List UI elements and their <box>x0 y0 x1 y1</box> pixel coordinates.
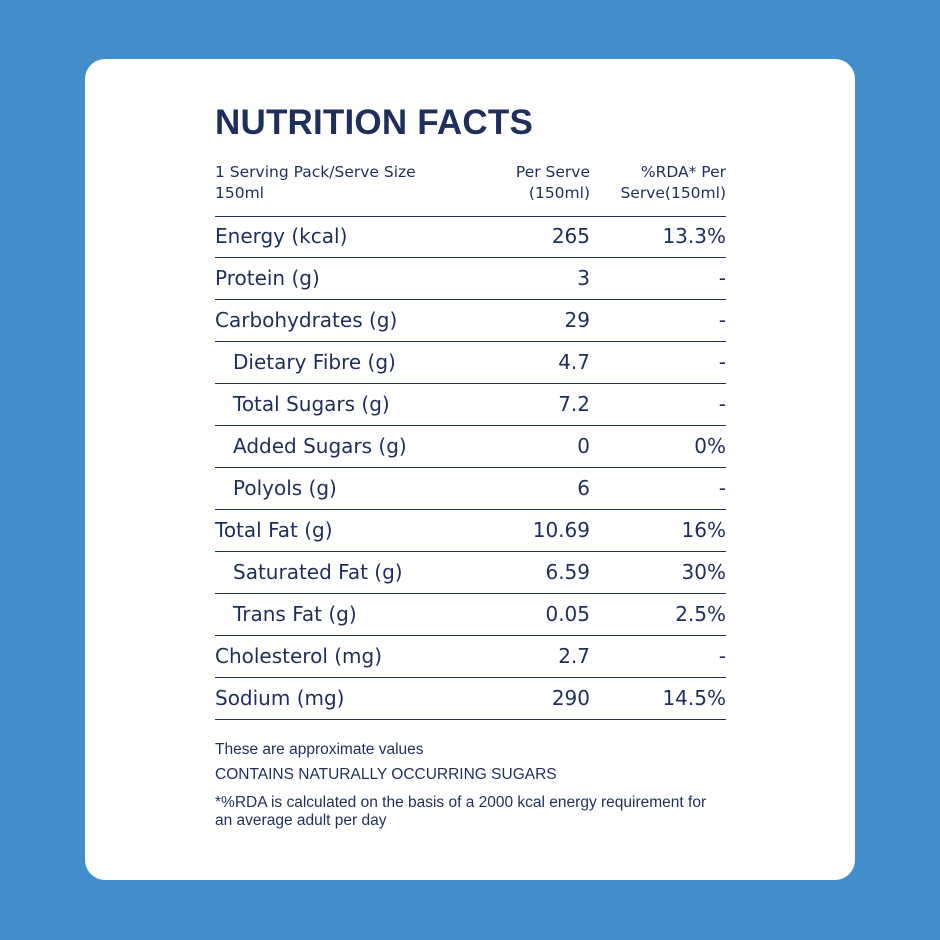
nutrient-label: Cholesterol (mg) <box>215 644 383 668</box>
per-serve-value: 0 <box>577 434 590 458</box>
rda-value: - <box>718 392 726 416</box>
table-row: Carbohydrates (g) 29 - <box>215 300 726 342</box>
table-row: Polyols (g) 6 - <box>215 468 726 510</box>
per-serve-value: 7.2 <box>558 392 590 416</box>
rda-value: 30% <box>681 560 726 584</box>
rda-value: - <box>718 308 726 332</box>
per-serve-value: 290 <box>551 686 590 710</box>
rda-value: 16% <box>681 518 726 542</box>
nutrient-label: Total Fat (g) <box>215 518 333 542</box>
rda-value: - <box>718 476 726 500</box>
per-serve-value: 2.7 <box>558 644 590 668</box>
table-row: Trans Fat (g) 0.05 2.5% <box>215 594 726 636</box>
per-serve-value: 10.69 <box>532 518 590 542</box>
table-row: Total Sugars (g) 7.2 - <box>215 384 726 426</box>
table-row: Added Sugars (g) 0 0% <box>215 426 726 468</box>
nutrient-label: Sodium (mg) <box>215 686 345 710</box>
table-row: Protein (g) 3 - <box>215 258 726 300</box>
table-row: Total Fat (g) 10.69 16% <box>215 510 726 552</box>
per-serve-value: 265 <box>551 224 590 248</box>
nutrient-label: Saturated Fat (g) <box>233 560 403 584</box>
natural-sugars-note: CONTAINS NATURALLY OCCURRING SUGARS <box>215 766 557 783</box>
per-serve-value: 3 <box>577 266 590 290</box>
table-row: Dietary Fibre (g) 4.7 - <box>215 342 726 384</box>
rda-header: %RDA* Per Serve(150ml) <box>620 163 726 202</box>
nutrient-label: Protein (g) <box>215 266 320 290</box>
rda-value: 2.5% <box>675 602 726 626</box>
table-row: Energy (kcal) 265 13.3% <box>215 216 726 258</box>
per-serve-value: 29 <box>564 308 590 332</box>
nutrient-label: Trans Fat (g) <box>233 602 357 626</box>
rda-value: 14.5% <box>662 686 726 710</box>
nutrient-label: Added Sugars (g) <box>233 434 407 458</box>
rda-value: - <box>718 350 726 374</box>
approximate-values-note: These are approximate values <box>215 741 424 758</box>
rda-value: - <box>718 644 726 668</box>
nutrient-label: Polyols (g) <box>233 476 337 500</box>
table-row: Cholesterol (mg) 2.7 - <box>215 636 726 678</box>
nutrient-label: Dietary Fibre (g) <box>233 350 396 374</box>
rda-value: - <box>718 266 726 290</box>
rda-value: 13.3% <box>662 224 726 248</box>
serving-size-label: 1 Serving Pack/Serve Size 150ml <box>215 163 416 202</box>
table-header: 1 Serving Pack/Serve Size 150ml Per Serv… <box>215 162 726 217</box>
per-serve-value: 0.05 <box>545 602 590 626</box>
page-title: NUTRITION FACTS <box>215 103 533 142</box>
nutrient-label: Total Sugars (g) <box>233 392 390 416</box>
nutrition-card: NUTRITION FACTS 1 Serving Pack/Serve Siz… <box>85 59 855 880</box>
per-serve-value: 6 <box>577 476 590 500</box>
per-serve-header: Per Serve (150ml) <box>515 163 590 202</box>
nutrient-label: Carbohydrates (g) <box>215 308 398 332</box>
table-row: Saturated Fat (g) 6.59 30% <box>215 552 726 594</box>
nutrient-table: Energy (kcal) 265 13.3% Protein (g) 3 - … <box>215 216 726 720</box>
rda-footnote: *%RDA is calculated on the basis of a 20… <box>215 794 707 829</box>
per-serve-value: 4.7 <box>558 350 590 374</box>
table-row: Sodium (mg) 290 14.5% <box>215 678 726 720</box>
rda-value: 0% <box>694 434 726 458</box>
nutrient-label: Energy (kcal) <box>215 224 348 248</box>
per-serve-value: 6.59 <box>545 560 590 584</box>
